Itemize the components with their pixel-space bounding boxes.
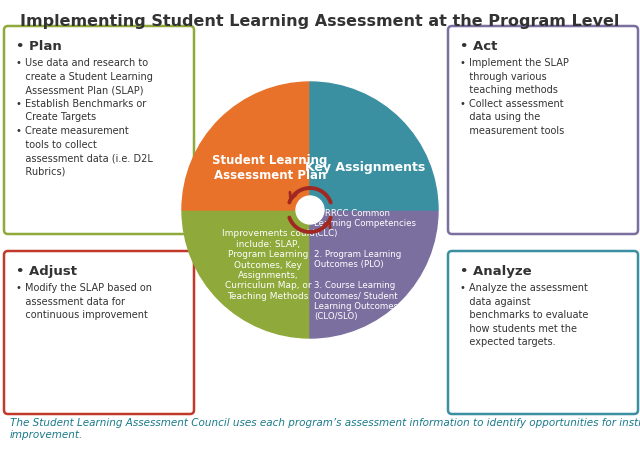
Text: • Adjust: • Adjust (16, 265, 77, 278)
Wedge shape (182, 210, 310, 338)
Wedge shape (182, 82, 310, 210)
Text: • Use data and research to
   create a Student Learning
   Assessment Plan (SLAP: • Use data and research to create a Stud… (16, 58, 153, 177)
Text: The Student Learning Assessment Council uses each program’s assessment informati: The Student Learning Assessment Council … (10, 418, 640, 440)
Text: 1. RRCC Common
Learning Competencies
(CLC)

2. Program Learning
Outcomes (PLO)

: 1. RRCC Common Learning Competencies (CL… (314, 208, 416, 322)
Text: Key Assignments: Key Assignments (305, 161, 425, 175)
Circle shape (296, 196, 324, 224)
FancyBboxPatch shape (448, 26, 638, 234)
Text: Student Learning
Assessment Plan: Student Learning Assessment Plan (212, 154, 328, 182)
FancyBboxPatch shape (4, 251, 194, 414)
FancyBboxPatch shape (4, 26, 194, 234)
Text: • Analyze the assessment
   data against
   benchmarks to evaluate
   how studen: • Analyze the assessment data against be… (460, 283, 588, 347)
Text: Implementing Student Learning Assessment at the Program Level: Implementing Student Learning Assessment… (20, 14, 620, 29)
Text: • Act: • Act (460, 40, 497, 53)
Wedge shape (310, 210, 438, 338)
FancyBboxPatch shape (448, 251, 638, 414)
Text: • Modify the SLAP based on
   assessment data for
   continuous improvement: • Modify the SLAP based on assessment da… (16, 283, 152, 320)
Text: • Analyze: • Analyze (460, 265, 532, 278)
Text: • Plan: • Plan (16, 40, 61, 53)
Text: • Implement the SLAP
   through various
   teaching methods
• Collect assessment: • Implement the SLAP through various tea… (460, 58, 569, 136)
Text: Improvements could
include: SLAP,
Program Learning
Outcomes, Key
Assignments,
Cu: Improvements could include: SLAP, Progra… (221, 229, 314, 301)
Wedge shape (310, 82, 438, 210)
